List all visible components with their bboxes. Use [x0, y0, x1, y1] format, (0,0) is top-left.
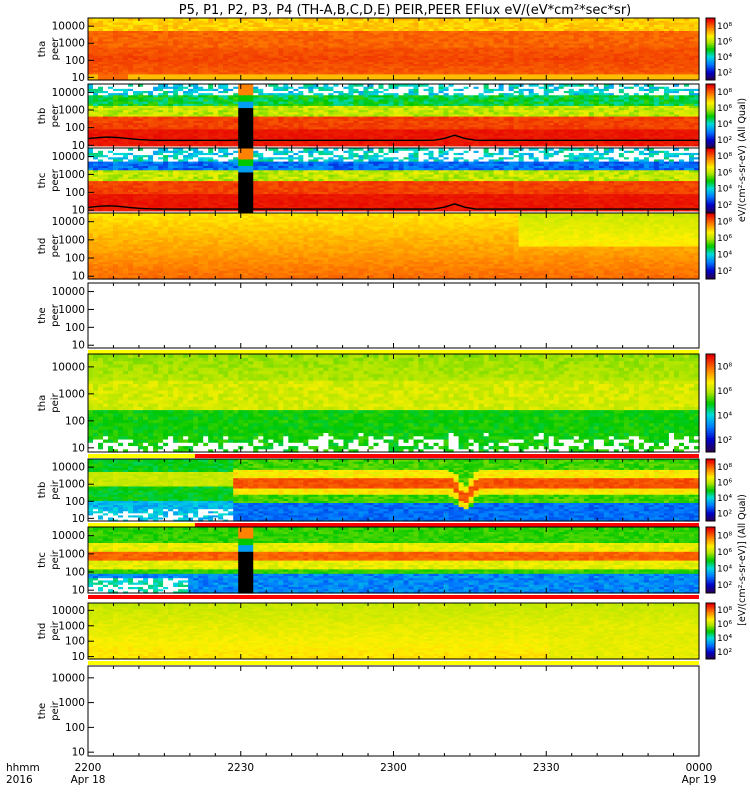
panel-thb-peer: 10100100010000thb peer10²10⁴10⁶10⁸	[37, 84, 732, 152]
spectrogram-cells	[88, 18, 700, 81]
colorbar: 10² 10⁴ 10⁶ 10⁸	[706, 18, 732, 81]
panels-layer: 10 100 1000 10000 tha peer 10² 10⁴ 10⁶ 10⁸ 1010010…	[37, 18, 748, 759]
y-tick-label: 10000	[52, 21, 85, 33]
colorbar-tick-label: 10⁸	[717, 22, 732, 32]
colorbar-tick-label: 10⁶	[717, 37, 732, 47]
colorbar-tick-label: 10²	[717, 68, 732, 78]
chart-title: P5, P1, P2, P3, P4 (TH-A,B,C,D,E) PEIR,P…	[179, 3, 632, 18]
y-tick-label: 100	[65, 55, 85, 67]
colorbar-tick-label: 10⁴	[717, 53, 732, 63]
y-tick-label: 10	[72, 72, 85, 84]
spectrogram-cells	[88, 84, 700, 149]
panel-probe-label: tha	[37, 41, 48, 57]
y-tick-label: 1000	[58, 38, 85, 50]
panel-species-label: peer	[50, 37, 61, 61]
panel-tha-peer: 10 100 1000 10000 tha peer 10² 10⁴ 10⁶ 10⁸	[37, 18, 732, 84]
